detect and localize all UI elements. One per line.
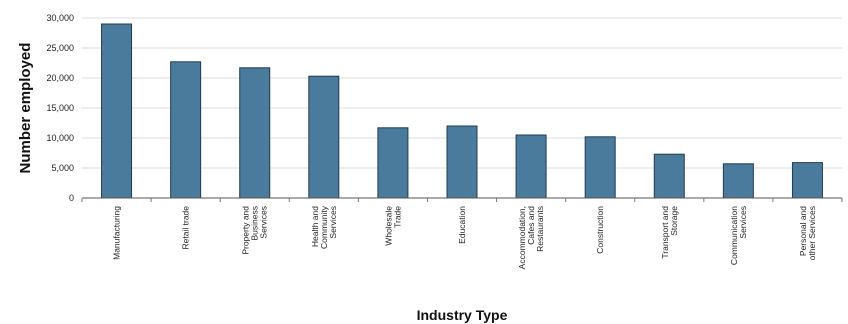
x-category-label: Construction (595, 206, 605, 254)
x-category-label-line: Retail trade (181, 206, 191, 250)
x-category-label-line: Services (259, 206, 269, 239)
x-category-label-line: Transport and (660, 206, 670, 259)
x-category-label-line: Personal and (798, 206, 808, 256)
x-axis-ticks (81, 198, 843, 202)
x-category-label-line: Services (328, 206, 338, 239)
x-category-label-line: Restaurants (535, 206, 545, 252)
y-tick-label: 30,000 (46, 13, 74, 23)
bars (101, 23, 823, 199)
x-category-label-line: Cafes and (526, 206, 536, 245)
x-category-label-line: Accommodation, (517, 206, 527, 269)
bar (722, 163, 754, 199)
bar (653, 153, 685, 199)
y-axis-title: Number employed (17, 43, 34, 174)
x-axis-title: Industry Type (417, 307, 508, 323)
bar (308, 75, 340, 199)
bar (446, 125, 478, 199)
y-axis-ticks: 0 5,000 10,000 15,000 20,000 25,000 30,000 (46, 13, 74, 203)
x-category-label-line: Trade (392, 206, 402, 228)
x-category-label: Personal and other Services (798, 206, 817, 261)
x-category-label: Retail trade (181, 206, 191, 250)
y-tick-label: 25,000 (46, 43, 74, 53)
x-category-label-line: Property and (241, 206, 251, 255)
bar (101, 23, 133, 199)
y-tick-label: 20,000 (46, 73, 74, 83)
x-category-label-line: Communication (729, 206, 739, 265)
x-category-label: Property and Business Services (241, 206, 269, 255)
x-category-label: Manufacturing (112, 206, 122, 260)
x-category-label-line: Manufacturing (112, 206, 122, 260)
x-category-label: Transport and Storage (660, 206, 679, 259)
x-category-label-line: Wholesale (383, 206, 393, 246)
x-category-label-line: Construction (595, 206, 605, 254)
bar (170, 61, 202, 199)
bar (584, 136, 616, 199)
bar (791, 162, 823, 199)
x-category-label: Wholesale Trade (383, 206, 402, 246)
bar (515, 134, 547, 199)
x-category-label-line: Business (250, 206, 260, 241)
x-category-label: Communication Services (729, 206, 748, 265)
y-tick-label: 5,000 (51, 163, 74, 173)
x-category-label-line: Services (738, 206, 748, 239)
x-axis-category-labels: Manufacturing Retail trade Property and Bus… (112, 205, 817, 269)
bar (377, 127, 409, 199)
x-category-label-line: Health and (310, 206, 320, 247)
y-tick-label: 10,000 (46, 133, 74, 143)
x-category-label-line: Education (457, 206, 467, 244)
x-category-label: Education (457, 206, 467, 244)
x-category-label-line: other Services (807, 206, 817, 260)
x-category-label-line: Community (319, 205, 329, 249)
x-category-label: Accommodation, Cafes and Restaurants (517, 206, 545, 270)
y-tick-label: 15,000 (46, 103, 74, 113)
x-category-label-line: Storage (669, 206, 679, 236)
y-tick-label: 0 (69, 193, 74, 203)
x-category-label: Health and Community Services (310, 205, 338, 249)
bar (239, 67, 271, 199)
